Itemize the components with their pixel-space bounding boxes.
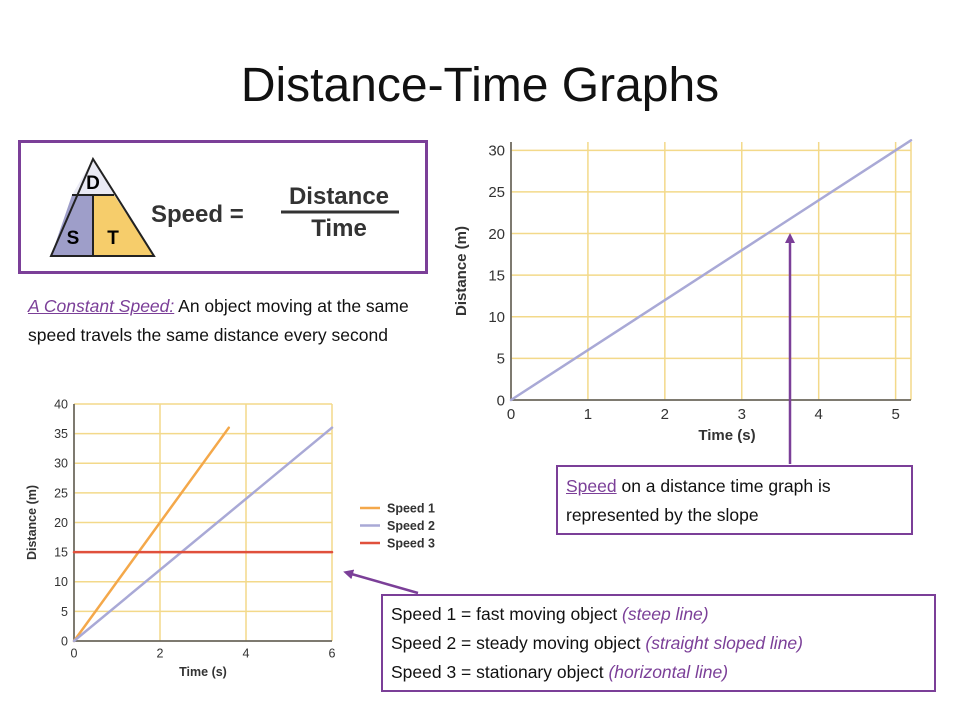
y-tick-label: 5	[497, 351, 505, 368]
legend-label: Speed 2	[387, 519, 435, 533]
y-axis-title: Distance (m)	[453, 226, 470, 316]
triangle-label-t: T	[107, 228, 119, 249]
series-line-1	[509, 139, 913, 402]
y-tick-label: 20	[54, 516, 68, 530]
x-tick-label: 5	[891, 406, 899, 423]
y-tick-label: 0	[497, 392, 505, 409]
speeds-note-line: Speed 2 = steady moving object (straight…	[391, 633, 803, 653]
formula-speed-equals: Speed =	[151, 201, 244, 228]
x-tick-label: 4	[815, 406, 823, 423]
y-tick-label: 5	[61, 605, 68, 619]
legend-label: Speed 3	[387, 537, 435, 551]
y-tick-label: 40	[54, 397, 68, 411]
constant-speed-body: An object moving at the same speed trave…	[28, 296, 409, 345]
x-axis-title: Time (s)	[698, 427, 755, 444]
slope-note-box: Speed on a distance time graph is repres…	[556, 465, 913, 535]
y-tick-label: 10	[488, 309, 505, 326]
formula-denominator: Time	[311, 215, 367, 242]
distance-time-chart-single: 0 1 2 3 4 5 0 5 10 15 20 25 30 Time (s) Distance (m)	[453, 139, 913, 444]
slope-note-highlight: Speed	[566, 476, 617, 496]
triangle-outline	[49, 156, 156, 257]
x-tick-label: 1	[584, 406, 592, 423]
speeds-note-box: Speed 1 = fast moving object (steep line…	[381, 594, 936, 692]
y-tick-label: 25	[54, 486, 68, 500]
triangle-right-section	[93, 195, 154, 256]
constant-speed-description: A Constant Speed: An object moving at th…	[28, 292, 428, 350]
x-tick-label: 6	[329, 647, 336, 661]
series-line-2	[72, 426, 334, 643]
y-tick-label: 30	[54, 457, 68, 471]
slide-title: Distance-Time Graphs	[240, 59, 720, 112]
x-tick-label: 3	[738, 406, 746, 423]
y-tick-label: 35	[54, 427, 68, 441]
x-axis-title: Time (s)	[179, 665, 227, 679]
y-tick-label: 20	[488, 226, 505, 243]
distance-time-chart-comparison: 0 2 4 6 0 5 10 15 20 25 30 35 40 Time (s) Distance (m)…	[25, 397, 435, 679]
speed-formula-box: D S T Speed = Distance Time	[18, 140, 428, 274]
triangle-top-section	[72, 159, 114, 195]
y-tick-label: 25	[488, 184, 505, 201]
triangle-label-s: S	[67, 228, 80, 249]
triangle-label-d: D	[86, 173, 100, 194]
y-tick-label: 30	[488, 143, 505, 160]
x-tick-label: 0	[507, 406, 515, 423]
y-axis-title: Distance (m)	[25, 485, 39, 560]
speeds-note-line: Speed 1 = fast moving object (steep line…	[391, 604, 709, 624]
y-tick-label: 10	[54, 575, 68, 589]
constant-speed-heading: A Constant Speed:	[28, 296, 175, 316]
y-tick-label: 15	[54, 546, 68, 560]
x-tick-label: 2	[661, 406, 669, 423]
speeds-note-line: Speed 3 = stationary object (horizontal …	[391, 662, 729, 682]
x-tick-label: 2	[157, 647, 164, 661]
y-tick-label: 15	[488, 267, 505, 284]
formula-numerator: Distance	[289, 183, 389, 210]
legend-label: Speed 1	[387, 502, 435, 516]
triangle-left-section	[51, 195, 93, 256]
series-line-1	[72, 426, 231, 643]
slope-note-text: on a distance time graph is represented …	[566, 476, 831, 525]
formula-graphic: D S T Speed = Distance Time	[49, 156, 399, 257]
y-tick-label: 0	[61, 634, 68, 648]
x-tick-label: 4	[243, 647, 250, 661]
x-tick-label: 0	[71, 647, 78, 661]
